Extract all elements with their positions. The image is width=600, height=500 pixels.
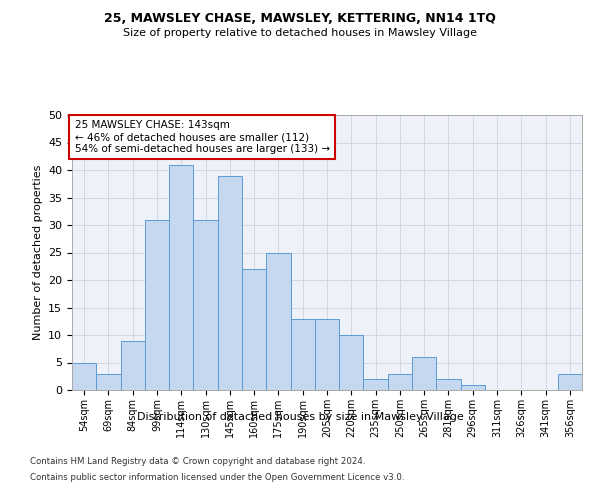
Bar	[364, 379, 388, 390]
Text: 25, MAWSLEY CHASE, MAWSLEY, KETTERING, NN14 1TQ: 25, MAWSLEY CHASE, MAWSLEY, KETTERING, N…	[104, 12, 496, 26]
Bar	[145, 220, 169, 390]
Bar	[121, 340, 145, 390]
Text: Contains HM Land Registry data © Crown copyright and database right 2024.: Contains HM Land Registry data © Crown c…	[30, 458, 365, 466]
Bar	[412, 357, 436, 390]
Bar	[461, 384, 485, 390]
Bar	[266, 252, 290, 390]
Bar	[72, 362, 96, 390]
Bar	[96, 374, 121, 390]
Bar	[290, 318, 315, 390]
Bar	[169, 164, 193, 390]
Bar	[388, 374, 412, 390]
Bar	[339, 335, 364, 390]
Bar	[193, 220, 218, 390]
Text: 25 MAWSLEY CHASE: 143sqm
← 46% of detached houses are smaller (112)
54% of semi-: 25 MAWSLEY CHASE: 143sqm ← 46% of detach…	[74, 120, 329, 154]
Bar	[558, 374, 582, 390]
Bar	[436, 379, 461, 390]
Text: Contains public sector information licensed under the Open Government Licence v3: Contains public sector information licen…	[30, 472, 404, 482]
Text: Size of property relative to detached houses in Mawsley Village: Size of property relative to detached ho…	[123, 28, 477, 38]
Bar	[242, 269, 266, 390]
Y-axis label: Number of detached properties: Number of detached properties	[32, 165, 43, 340]
Bar	[315, 318, 339, 390]
Text: Distribution of detached houses by size in Mawsley Village: Distribution of detached houses by size …	[137, 412, 463, 422]
Bar	[218, 176, 242, 390]
